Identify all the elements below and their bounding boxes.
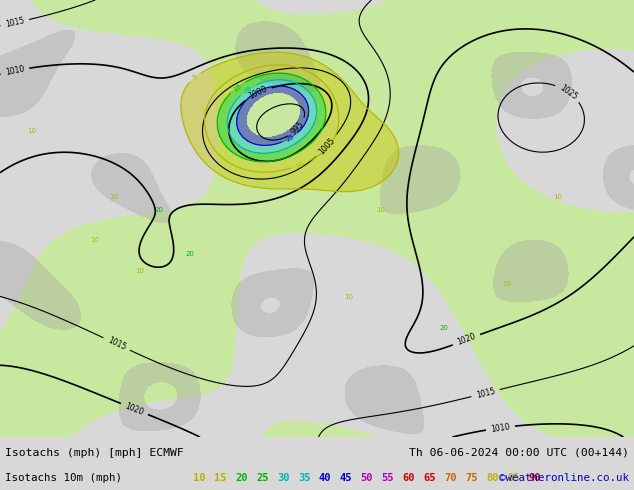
Text: 10: 10: [553, 194, 562, 200]
Text: 1010: 1010: [490, 422, 510, 434]
Text: 1015: 1015: [4, 16, 25, 29]
Text: 5: 5: [191, 74, 198, 81]
Text: Isotachs 10m (mph): Isotachs 10m (mph): [5, 473, 122, 483]
Text: 10: 10: [295, 161, 306, 170]
Text: 1025: 1025: [558, 83, 579, 101]
Text: 1020: 1020: [456, 332, 477, 347]
Text: 35: 35: [298, 473, 311, 483]
Text: 70: 70: [444, 473, 457, 483]
Text: 20: 20: [243, 84, 254, 95]
Text: 20: 20: [439, 325, 448, 331]
Text: 55: 55: [382, 473, 394, 483]
Text: 40: 40: [319, 473, 332, 483]
Text: 75: 75: [465, 473, 478, 483]
Text: 1010: 1010: [4, 65, 25, 77]
Text: 50: 50: [361, 473, 373, 483]
Text: 1000: 1000: [247, 85, 269, 101]
Text: 15: 15: [232, 82, 243, 92]
Text: 10: 10: [193, 473, 206, 483]
Text: Th 06-06-2024 00:00 UTC (00+144): Th 06-06-2024 00:00 UTC (00+144): [409, 448, 629, 458]
Text: 1015: 1015: [106, 336, 127, 352]
Text: 30: 30: [277, 473, 290, 483]
Text: 10: 10: [344, 294, 353, 300]
Text: 45: 45: [340, 473, 353, 483]
Text: 1020: 1020: [124, 401, 145, 417]
Text: 10: 10: [503, 281, 512, 287]
Text: 995: 995: [289, 120, 306, 137]
Text: 10: 10: [91, 237, 100, 244]
Text: 20: 20: [235, 473, 248, 483]
Text: 60: 60: [403, 473, 415, 483]
Text: 10: 10: [376, 207, 385, 213]
Text: 25: 25: [285, 133, 296, 143]
Text: 10: 10: [110, 194, 119, 200]
Text: Isotachs (mph) [mph] ECMWF: Isotachs (mph) [mph] ECMWF: [5, 448, 184, 458]
Text: 20: 20: [154, 207, 163, 213]
Text: 25: 25: [256, 473, 269, 483]
Text: 65: 65: [424, 473, 436, 483]
Text: 80: 80: [486, 473, 499, 483]
Text: 15: 15: [214, 473, 227, 483]
Text: 85: 85: [507, 473, 520, 483]
Text: 20: 20: [186, 250, 195, 256]
Text: 1005: 1005: [316, 136, 337, 156]
Text: 1015: 1015: [475, 387, 496, 400]
Text: 10: 10: [135, 268, 144, 274]
Text: 10: 10: [27, 128, 36, 134]
Text: 90: 90: [528, 473, 541, 483]
Text: ©weatheronline.co.uk: ©weatheronline.co.uk: [499, 473, 629, 483]
